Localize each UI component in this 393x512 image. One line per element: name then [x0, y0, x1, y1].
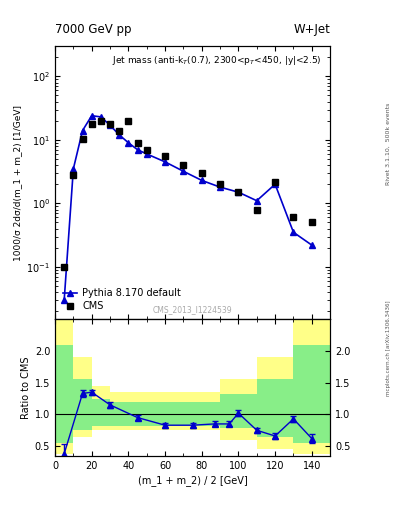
Pythia 8.170 default — [135, 146, 140, 153]
Pythia 8.170 default — [309, 242, 314, 248]
CMS — [309, 219, 314, 225]
CMS — [254, 206, 259, 212]
Text: mcplots.cern.ch [arXiv:1306.3436]: mcplots.cern.ch [arXiv:1306.3436] — [386, 301, 391, 396]
CMS — [99, 118, 103, 124]
Text: CMS_2013_I1224539: CMS_2013_I1224539 — [153, 305, 232, 314]
Pythia 8.170 default — [89, 113, 94, 119]
Text: W+Jet: W+Jet — [293, 23, 330, 36]
Pythia 8.170 default — [254, 198, 259, 204]
Pythia 8.170 default — [291, 229, 296, 236]
Text: Rivet 3.1.10,  500k events: Rivet 3.1.10, 500k events — [386, 102, 391, 184]
CMS — [108, 121, 112, 127]
Line: Pythia 8.170 default: Pythia 8.170 default — [61, 113, 314, 303]
Pythia 8.170 default — [218, 184, 222, 190]
Pythia 8.170 default — [181, 168, 186, 175]
CMS — [126, 118, 131, 124]
CMS — [163, 153, 167, 159]
Y-axis label: 1000/σ 2dσ/d(m_1 + m_2) [1/GeV]: 1000/σ 2dσ/d(m_1 + m_2) [1/GeV] — [13, 104, 22, 261]
CMS — [181, 162, 186, 168]
CMS — [273, 179, 277, 185]
Text: Jet mass (anti-k$_{T}$(0.7), 2300<p$_{T}$<450, |y|<2.5): Jet mass (anti-k$_{T}$(0.7), 2300<p$_{T}… — [112, 54, 322, 67]
Pythia 8.170 default — [99, 114, 103, 120]
CMS — [89, 121, 94, 127]
CMS — [71, 172, 76, 178]
CMS — [218, 181, 222, 187]
Pythia 8.170 default — [80, 127, 85, 134]
Pythia 8.170 default — [117, 132, 121, 138]
Legend: Pythia 8.170 default, CMS: Pythia 8.170 default, CMS — [60, 286, 184, 314]
Pythia 8.170 default — [126, 140, 131, 146]
Pythia 8.170 default — [199, 177, 204, 183]
Pythia 8.170 default — [62, 297, 66, 303]
CMS — [135, 140, 140, 146]
Y-axis label: Ratio to CMS: Ratio to CMS — [20, 356, 31, 419]
Line: CMS: CMS — [61, 117, 315, 270]
X-axis label: (m_1 + m_2) / 2 [GeV]: (m_1 + m_2) / 2 [GeV] — [138, 475, 248, 485]
Text: 7000 GeV pp: 7000 GeV pp — [55, 23, 132, 36]
CMS — [291, 215, 296, 221]
CMS — [236, 189, 241, 195]
CMS — [80, 136, 85, 142]
Pythia 8.170 default — [71, 166, 76, 172]
CMS — [199, 170, 204, 176]
Pythia 8.170 default — [108, 122, 112, 129]
Pythia 8.170 default — [144, 151, 149, 157]
CMS — [62, 264, 66, 270]
CMS — [117, 127, 121, 134]
Pythia 8.170 default — [273, 181, 277, 187]
Pythia 8.170 default — [236, 189, 241, 195]
CMS — [144, 146, 149, 153]
Pythia 8.170 default — [163, 159, 167, 165]
